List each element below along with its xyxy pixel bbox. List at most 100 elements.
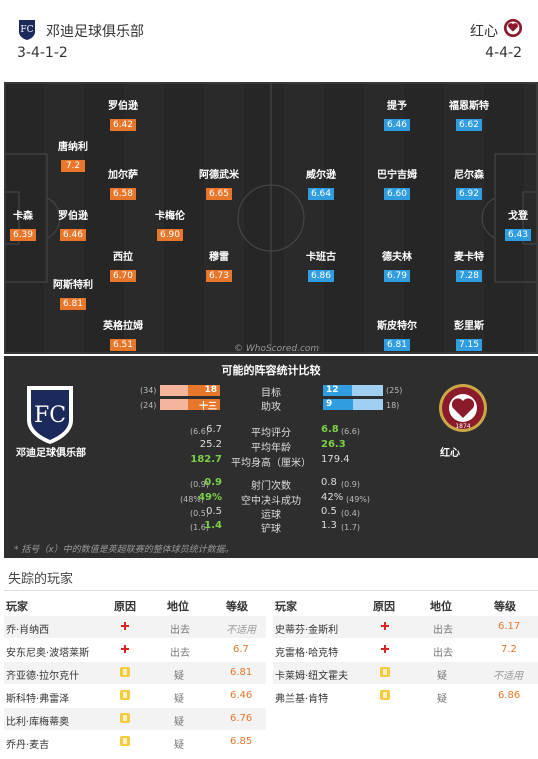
- home-player[interactable]: 卡梅伦 6.90: [140, 207, 200, 241]
- away-stat: 26.3: [321, 439, 346, 450]
- away-player[interactable]: 戈登 6.43: [488, 207, 538, 241]
- player-name[interactable]: 乔丹·麦吉: [6, 740, 50, 751]
- player-name[interactable]: 安东尼奥·波塔莱斯: [6, 648, 90, 659]
- player-name[interactable]: 史蒂芬·金斯利: [275, 625, 339, 636]
- player-rating: 6.81: [59, 298, 87, 310]
- player-rating: 6.46: [59, 229, 87, 241]
- status: 疑: [174, 717, 184, 728]
- col-reason: 原因: [373, 600, 395, 613]
- player-rating: 6.58: [109, 188, 137, 200]
- home-player[interactable]: 罗伯逊 6.42: [93, 97, 153, 131]
- table-row[interactable]: 比利·库梅蒂奥 疑 6.76: [4, 708, 266, 730]
- stat-label: 运球: [261, 510, 281, 521]
- home-player[interactable]: 卡森 6.39: [4, 207, 53, 241]
- home-stat: 182.7: [190, 454, 222, 465]
- col-player: 玩家: [275, 600, 297, 613]
- table-row[interactable]: 卡莱姆·纽文霍夫 疑 不适用: [273, 662, 538, 684]
- player-name[interactable]: 乔·肖纳西: [6, 625, 50, 636]
- player-name[interactable]: 卡莱姆·纽文霍夫: [275, 671, 349, 682]
- away-formation: 4-4-2: [485, 45, 522, 61]
- player-name: 加尔萨: [108, 170, 138, 181]
- home-team-name[interactable]: 邓迪足球俱乐部: [46, 24, 144, 40]
- away-player[interactable]: 威尔逊 6.64: [291, 166, 351, 200]
- player-name[interactable]: 克雷格·哈克特: [275, 648, 339, 659]
- player-name: 阿德武米: [199, 170, 239, 181]
- status: 出去: [170, 648, 190, 659]
- home-team-stat: (0.9): [190, 480, 209, 489]
- home-player[interactable]: 西拉 6.70: [93, 248, 153, 282]
- away-team-stat: (1.7): [341, 523, 360, 532]
- player-name[interactable]: 弗兰基·肯特: [275, 694, 329, 705]
- home-player[interactable]: 英格拉姆 6.51: [93, 317, 153, 351]
- away-player[interactable]: 卡班古 6.86: [291, 248, 351, 282]
- away-team-stat: (0.4): [341, 509, 360, 518]
- svg-text:FC: FC: [20, 25, 33, 35]
- player-rating: 6.43: [504, 229, 532, 241]
- player-rating: 7.2: [61, 160, 85, 172]
- home-player[interactable]: 阿斯特利 6.81: [43, 276, 103, 310]
- pitch: 罗伯逊 6.42 唐纳利 7.2 加尔萨 6.58 阿德武米 6.65 卡森 6…: [4, 82, 538, 354]
- status: 出去: [433, 648, 453, 659]
- away-stat: 42%: [321, 492, 344, 503]
- home-stat: 1.4: [204, 520, 222, 531]
- home-player[interactable]: 阿德武米 6.65: [189, 166, 249, 200]
- player-name: 巴宁吉姆: [377, 170, 417, 181]
- table-row[interactable]: 乔丹·麦吉 疑 6.85: [4, 731, 266, 753]
- table-row[interactable]: 斯科特·弗雷泽 疑 6.46: [4, 685, 266, 707]
- away-player[interactable]: 斯皮特尔 6.81: [367, 317, 427, 351]
- player-name: 麦卡特: [454, 252, 484, 263]
- home-player[interactable]: 唐纳利 7.2: [43, 138, 103, 172]
- home-team-stat: (0.5): [190, 509, 209, 518]
- home-player[interactable]: 罗伯逊 6.46: [43, 207, 103, 241]
- away-player[interactable]: 麦卡特 7.28: [439, 248, 499, 282]
- home-team-goals: (34): [140, 386, 157, 395]
- table-row[interactable]: 克雷格·哈克特 出去 7.2: [273, 639, 538, 661]
- home-formation: 3-4-1-2: [17, 45, 68, 61]
- footnote: * 括号（x）中的数值是英超联赛的整体球员统计数据。: [14, 545, 234, 555]
- away-team-name[interactable]: 红心: [470, 24, 498, 40]
- home-stat: 25.2: [199, 439, 222, 450]
- away-player[interactable]: 福恩斯特 6.62: [439, 97, 499, 131]
- injury-icon: [120, 644, 130, 657]
- player-name[interactable]: 比利·库梅蒂奥: [6, 717, 70, 728]
- table-row[interactable]: 齐亚德·拉尔克什 疑 6.81: [4, 662, 266, 684]
- player-name[interactable]: 斯科特·弗雷泽: [6, 694, 70, 705]
- away-player[interactable]: 彭里斯 7.15: [439, 317, 499, 351]
- rating: 6.76: [230, 713, 253, 724]
- player-rating: 6.70: [109, 270, 137, 282]
- home-player[interactable]: 加尔萨 6.58: [93, 166, 153, 200]
- rating: 6.81: [230, 667, 253, 678]
- player-name: 阿斯特利: [53, 280, 93, 291]
- player-rating: 7.15: [455, 339, 483, 351]
- player-rating: 6.79: [383, 270, 411, 282]
- col-rating: 等级: [494, 600, 516, 613]
- table-row[interactable]: 史蒂芬·金斯利 出去 6.17: [273, 616, 538, 638]
- home-team-label: 邓迪足球俱乐部: [16, 448, 86, 459]
- away-stat: 179.4: [321, 454, 350, 465]
- lineup-comparison: 可能的阵容统计比较 FC 邓迪足球俱乐部 1874 红心 (34) 18 目标 …: [4, 356, 538, 558]
- table-row[interactable]: 安东尼奥·波塔莱斯 出去 6.7: [4, 639, 266, 661]
- player-rating: 6.62: [455, 119, 483, 131]
- table-row[interactable]: 弗兰基·肯特 疑 6.86: [273, 685, 538, 707]
- player-name: 彭里斯: [454, 321, 484, 332]
- away-player[interactable]: 德夫林 6.79: [367, 248, 427, 282]
- status: 出去: [433, 625, 453, 636]
- away-team-label: 红心: [440, 448, 460, 459]
- away-player[interactable]: 提予 6.46: [367, 97, 427, 131]
- away-team-stat: (6.6): [341, 427, 360, 436]
- home-team-assists: (24): [140, 401, 157, 410]
- status: 出去: [170, 625, 190, 636]
- away-player[interactable]: 巴宁吉姆 6.60: [367, 166, 427, 200]
- player-name[interactable]: 齐亚德·拉尔克什: [6, 671, 80, 682]
- away-player[interactable]: 尼尔森 6.92: [439, 166, 499, 200]
- stat-label: 平均身高（厘米）: [231, 458, 311, 469]
- player-rating: 6.81: [383, 339, 411, 351]
- rating: 6.86: [498, 690, 521, 701]
- away-team-assists: 18): [386, 401, 400, 410]
- home-crest-icon: FC: [19, 20, 35, 40]
- assists-label: 助攻: [261, 402, 281, 413]
- table-row[interactable]: 乔·肖纳西 出去 不适用: [4, 616, 266, 638]
- player-name: 福恩斯特: [449, 101, 489, 112]
- home-team-stat: (1.6): [190, 523, 209, 532]
- home-player[interactable]: 穆雷 6.73: [189, 248, 249, 282]
